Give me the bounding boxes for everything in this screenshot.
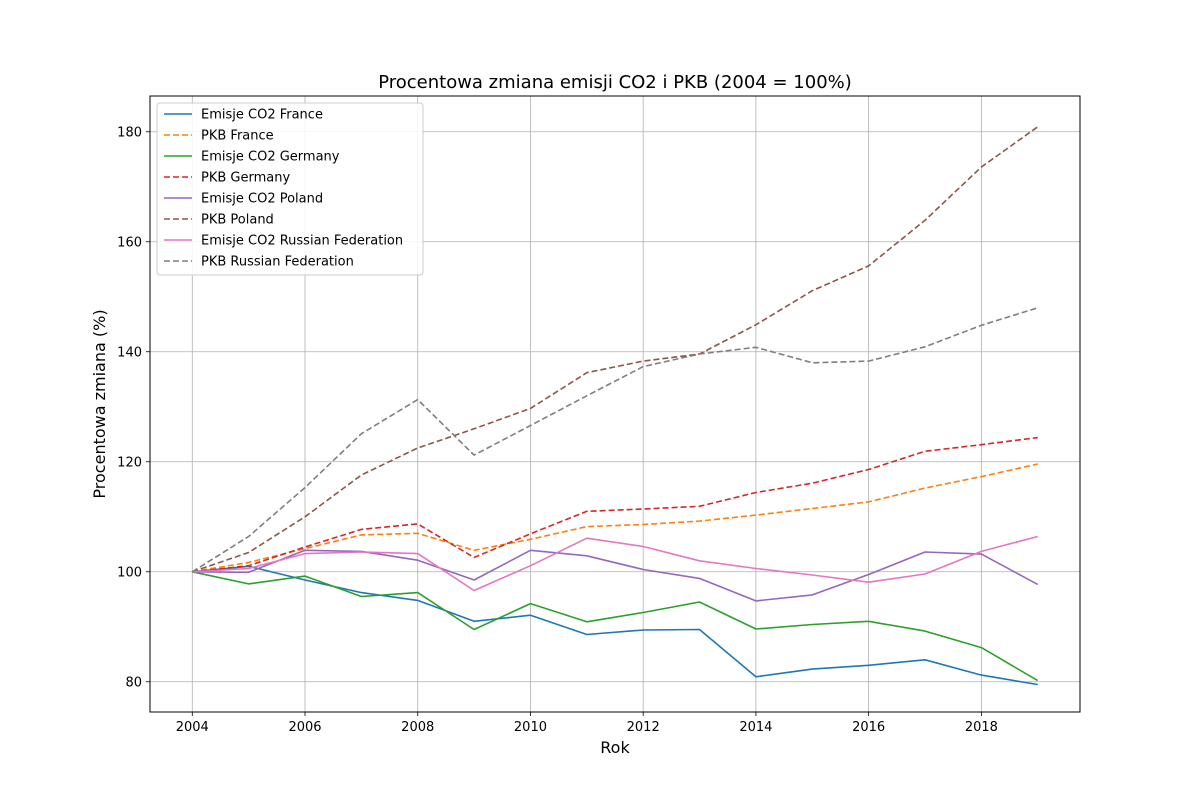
series-line-5 — [192, 549, 1039, 602]
x-tick-label: 2016 — [852, 720, 885, 735]
y-tick-label: 160 — [117, 235, 142, 250]
legend-label: Emisje CO2 Germany — [201, 150, 340, 165]
series-lines — [191, 126, 1039, 686]
y-tick-label: 120 — [117, 455, 142, 470]
series-line-7 — [192, 535, 1038, 592]
legend-label: Emisje CO2 France — [201, 108, 323, 123]
series-line-8 — [191, 307, 1038, 573]
series-line-2 — [192, 463, 1038, 573]
series-line-3 — [192, 571, 1039, 682]
x-tick-label: 2012 — [627, 720, 660, 735]
legend-label: PKB Poland — [201, 213, 274, 228]
legend-box — [156, 102, 424, 276]
y-tick-label: 180 — [117, 125, 142, 140]
series-line-6 — [192, 126, 1039, 573]
y-tick-label: 100 — [117, 565, 142, 580]
legend-label: PKB France — [201, 129, 274, 144]
x-tick-label: 2004 — [176, 720, 209, 735]
x-axis: 2004 2006 2008 2010 2012 2014 2016 2018 — [176, 712, 998, 735]
legend-label: PKB Russian Federation — [201, 255, 354, 270]
grid-lines — [150, 96, 1080, 712]
plot-frame — [149, 95, 1081, 713]
chart-title: Procentowa zmiana emisji CO2 i PKB (2004… — [378, 72, 852, 93]
legend: Emisje CO2 France PKB France Emisje CO2 Ge… — [156, 102, 424, 276]
x-tick-label: 2014 — [739, 720, 772, 735]
legend-label: Emisje CO2 Russian Federation — [201, 234, 403, 249]
x-tick-label: 2008 — [401, 720, 434, 735]
legend-label: Emisje CO2 Poland — [201, 192, 323, 207]
y-axis: 80 100 120 140 160 180 — [117, 125, 150, 690]
y-axis-title: Procentowa zmiana (%) — [90, 309, 109, 498]
series-line-1 — [192, 565, 1038, 686]
x-axis-title: Rok — [600, 738, 630, 757]
y-tick-label: 80 — [125, 675, 142, 690]
x-tick-label: 2006 — [288, 720, 321, 735]
y-tick-label: 140 — [117, 345, 142, 360]
legend-label: PKB Germany — [201, 171, 290, 186]
x-tick-label: 2018 — [965, 720, 998, 735]
series-line-4 — [192, 436, 1038, 573]
x-tick-label: 2010 — [514, 720, 547, 735]
